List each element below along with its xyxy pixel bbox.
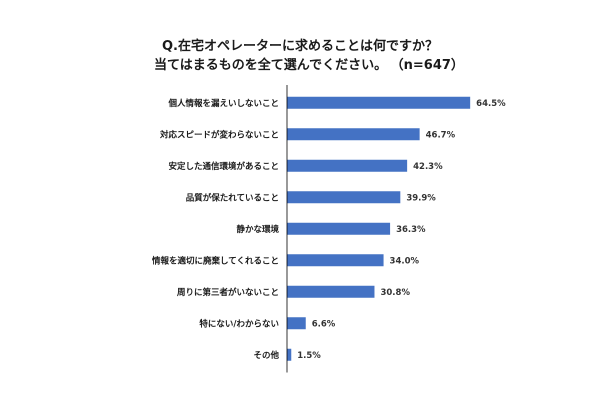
bar xyxy=(287,285,375,298)
value-label: 39.9% xyxy=(406,193,436,203)
value-label: 30.8% xyxy=(380,288,410,298)
category-label: 情報を適切に廃棄してくれること xyxy=(151,255,279,266)
value-label: 64.5% xyxy=(476,99,506,109)
category-label: 特にない/わからない xyxy=(199,318,279,329)
sample-size: （n=647） xyxy=(397,58,464,73)
category-label: 個人情報を漏えいしないこと xyxy=(167,98,279,109)
category-label: 安定した通信環境があること xyxy=(168,161,279,172)
chart-title: Q.在宅オペレーターに求めることは何ですか？ 当てはまるものを全て選んでください… xyxy=(0,37,600,75)
bar xyxy=(287,348,292,361)
value-label: 46.7% xyxy=(426,130,456,140)
category-label: その他 xyxy=(253,350,279,361)
category-label: 品質が保たれていること xyxy=(186,192,279,203)
bar xyxy=(287,317,306,330)
value-label: 6.6% xyxy=(312,319,336,329)
chart-title-line1: Q.在宅オペレーターに求めることは何ですか？ xyxy=(162,39,438,54)
chart-title-line2-row: 当てはまるものを全て選んでください。 （n=647） xyxy=(0,56,600,75)
bar xyxy=(287,128,420,141)
value-label: 42.3% xyxy=(413,162,443,172)
chart-title-line2: 当てはまるものを全て選んでください。 xyxy=(154,58,388,73)
category-label: 周りに第三者がいないこと xyxy=(177,287,279,298)
value-label: 1.5% xyxy=(297,351,321,361)
value-label: 36.3% xyxy=(396,225,426,235)
category-label: 対応スピードが変わらないこと xyxy=(159,129,279,140)
value-label: 34.0% xyxy=(390,256,420,266)
bar xyxy=(287,254,384,267)
bar xyxy=(287,159,408,172)
category-label: 静かな環境 xyxy=(236,224,279,235)
bar xyxy=(287,191,401,204)
bar xyxy=(287,96,471,109)
bar xyxy=(287,222,391,235)
